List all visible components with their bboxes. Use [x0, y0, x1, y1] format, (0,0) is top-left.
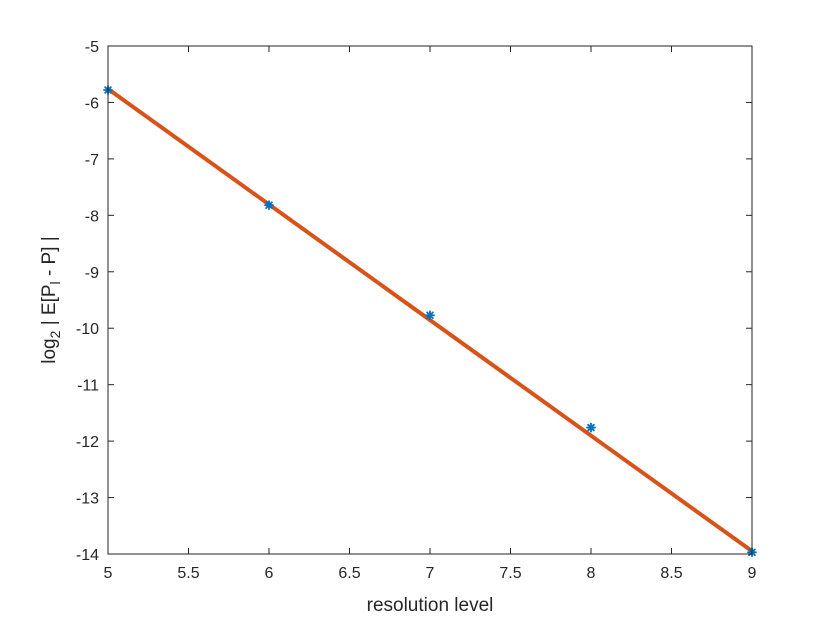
y-tick-label: -13: [76, 491, 99, 508]
y-tick-label: -6: [85, 95, 99, 112]
x-tick-label: 7: [426, 565, 435, 582]
x-tick-label: 6.5: [338, 565, 360, 582]
y-axis-label-subscript: l: [47, 281, 63, 284]
data-point: [264, 200, 274, 211]
x-tick-label: 9: [748, 565, 757, 582]
y-tick-label: -9: [85, 265, 99, 282]
y-axis-label: log2 | E[Pl - P] |: [39, 236, 63, 363]
y-axis-label-tail: - P] |: [39, 236, 60, 281]
y-tick-label: -11: [77, 378, 99, 395]
x-tick-label: 6: [265, 565, 274, 582]
y-ticks: -5 -6 -7 -8 -9 -10 -11 -12 -13 -14: [76, 39, 752, 564]
y-axis-label-log: log: [39, 338, 60, 363]
y-tick-label: -5: [85, 39, 99, 56]
x-axis-label: resolution level: [367, 595, 494, 616]
x-tick-label: 5: [104, 565, 113, 582]
y-tick-label: -10: [76, 321, 99, 338]
x-tick-label: 8.5: [660, 565, 682, 582]
plot-area: [108, 46, 752, 554]
x-ticks: 5 5.5 6 6.5 7 7.5 8 8.5 9: [104, 46, 757, 582]
y-tick-label: -14: [76, 547, 99, 564]
data-point: [425, 310, 435, 321]
y-axis-label-base: 2: [47, 330, 63, 338]
y-tick-label: -12: [76, 434, 99, 451]
data-point: [586, 422, 596, 433]
x-tick-label: 7.5: [499, 565, 521, 582]
y-tick-label: -8: [85, 208, 99, 225]
x-tick-label: 5.5: [177, 565, 199, 582]
y-tick-label: -7: [85, 152, 99, 169]
x-tick-label: 8: [587, 565, 596, 582]
y-axis-label-expr: | E[P: [39, 284, 60, 330]
